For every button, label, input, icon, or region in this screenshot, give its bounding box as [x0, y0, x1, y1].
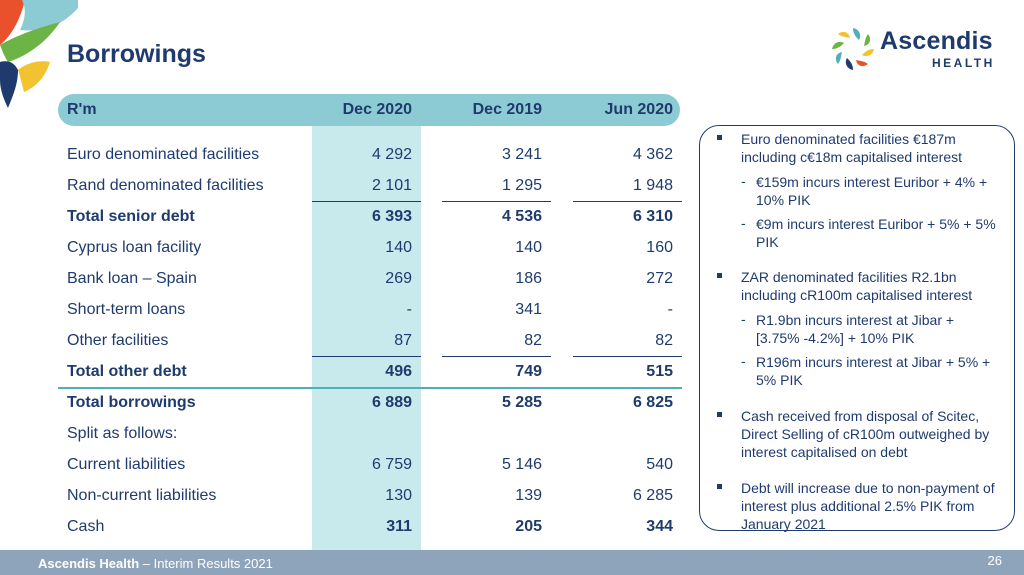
footer-company: Ascendis Health: [38, 556, 140, 571]
row-value: 496: [385, 363, 412, 380]
bullet-icon: [717, 484, 722, 489]
header-rm: R'm: [67, 101, 97, 118]
note-cash: Cash received from disposal of Scitec, D…: [741, 408, 990, 460]
row-value: 341: [515, 301, 542, 318]
page-title: Borrowings: [67, 40, 206, 68]
row-label: Rand denominated facilities: [67, 177, 264, 194]
row-value: 344: [646, 518, 673, 535]
row-value: 6 285: [632, 487, 673, 504]
note-euro-sub2: €9m incurs interest Euribor + 5% + 5% PI…: [756, 216, 996, 250]
row-value: 6 310: [632, 208, 673, 225]
row-value: 3 241: [501, 146, 542, 163]
row-value: 140: [385, 239, 412, 256]
dash-icon: -: [741, 215, 746, 231]
page-number: 26: [987, 553, 1002, 568]
row-value: 5 146: [501, 456, 542, 473]
subtotal-rule: [442, 201, 551, 202]
row-value: 5 285: [501, 394, 542, 411]
footer-subtitle: – Interim Results 2021: [139, 556, 273, 571]
row-value: 1 295: [501, 177, 542, 194]
note-zar-sub2: R196m incurs interest at Jibar + 5% + 5%…: [756, 354, 991, 388]
subtotal-rule: [573, 356, 682, 357]
row-label: Other facilities: [67, 332, 169, 349]
footer-bar: Ascendis Health – Interim Results 2021 2…: [0, 550, 1024, 575]
row-value: 87: [394, 332, 412, 349]
row-value: 139: [515, 487, 542, 504]
row-value: 4 292: [371, 146, 412, 163]
row-label: Cash: [67, 518, 105, 535]
dash-icon: -: [741, 311, 746, 327]
corner-decoration: [0, 0, 78, 108]
note-zar: ZAR denominated facilities R2.1bn includ…: [741, 269, 973, 303]
bullet-icon: [717, 135, 722, 140]
row-value: 515: [646, 363, 673, 380]
header-jun-2020: Jun 2020: [604, 101, 673, 118]
total-rule: [58, 387, 682, 389]
row-label: Total borrowings: [67, 394, 196, 411]
ascendis-health-logo: Ascendis HEALTH: [828, 24, 1003, 76]
borrowings-table: R'm Dec 2020 Dec 2019 Jun 2020 Euro deno…: [58, 94, 682, 554]
logo-subtitle: HEALTH: [932, 56, 995, 70]
notes-box: Euro denominated facilities €187m includ…: [699, 125, 1015, 532]
bullet-icon: [717, 412, 722, 417]
note-euro: Euro denominated facilities €187m includ…: [741, 131, 963, 165]
note-zar-sub1: R1.9bn incurs interest at Jibar + [3.75%…: [756, 312, 955, 346]
row-value: 540: [646, 456, 673, 473]
dec-2020-highlight-column: [312, 126, 421, 551]
header-dec-2019: Dec 2019: [472, 101, 542, 118]
note-debt: Debt will increase due to non-payment of…: [741, 480, 995, 532]
row-label: Split as follows:: [67, 425, 178, 442]
row-value: 186: [515, 270, 542, 287]
row-value: 269: [385, 270, 412, 287]
row-label: Total other debt: [67, 363, 187, 380]
dash-icon: -: [741, 173, 746, 189]
note-euro-sub1: €159m incurs interest Euribor + 4% + 10%…: [756, 174, 988, 208]
footer-text: Ascendis Health – Interim Results 2021: [38, 556, 273, 571]
row-label: Bank loan – Spain: [67, 270, 197, 287]
row-value: 272: [646, 270, 673, 287]
row-value: 140: [515, 239, 542, 256]
subtotal-rule: [312, 356, 421, 357]
row-value: 82: [524, 332, 542, 349]
table-header-bar: [58, 94, 680, 126]
row-value: 160: [646, 239, 673, 256]
row-value: 6 825: [632, 394, 673, 411]
row-value: 6 889: [371, 394, 412, 411]
bullet-icon: [717, 273, 722, 278]
row-label: Short-term loans: [67, 301, 186, 318]
logo-wordmark: Ascendis: [880, 27, 993, 55]
row-label: Current liabilities: [67, 456, 186, 473]
row-value: 2 101: [371, 177, 412, 194]
row-value: -: [667, 301, 673, 318]
dash-icon: -: [741, 353, 746, 369]
row-label: Cyprus loan facility: [67, 239, 202, 256]
row-label: Total senior debt: [67, 208, 195, 225]
row-value: 4 536: [501, 208, 542, 225]
row-label: Non-current liabilities: [67, 487, 217, 504]
subtotal-rule: [442, 356, 551, 357]
row-value: -: [406, 301, 412, 318]
row-value: 6 393: [371, 208, 412, 225]
row-value: 311: [386, 518, 412, 535]
subtotal-rule: [573, 201, 682, 202]
subtotal-rule: [312, 201, 421, 202]
row-value: 6 759: [371, 456, 412, 473]
row-label: Euro denominated facilities: [67, 146, 260, 163]
row-value: 749: [515, 363, 542, 380]
row-value: 1 948: [632, 177, 673, 194]
row-value: 82: [655, 332, 673, 349]
row-value: 4 362: [632, 146, 673, 163]
sunburst-logo-icon: [832, 28, 874, 70]
header-dec-2020: Dec 2020: [342, 101, 412, 118]
row-value: 130: [385, 487, 412, 504]
row-value: 205: [515, 518, 542, 535]
